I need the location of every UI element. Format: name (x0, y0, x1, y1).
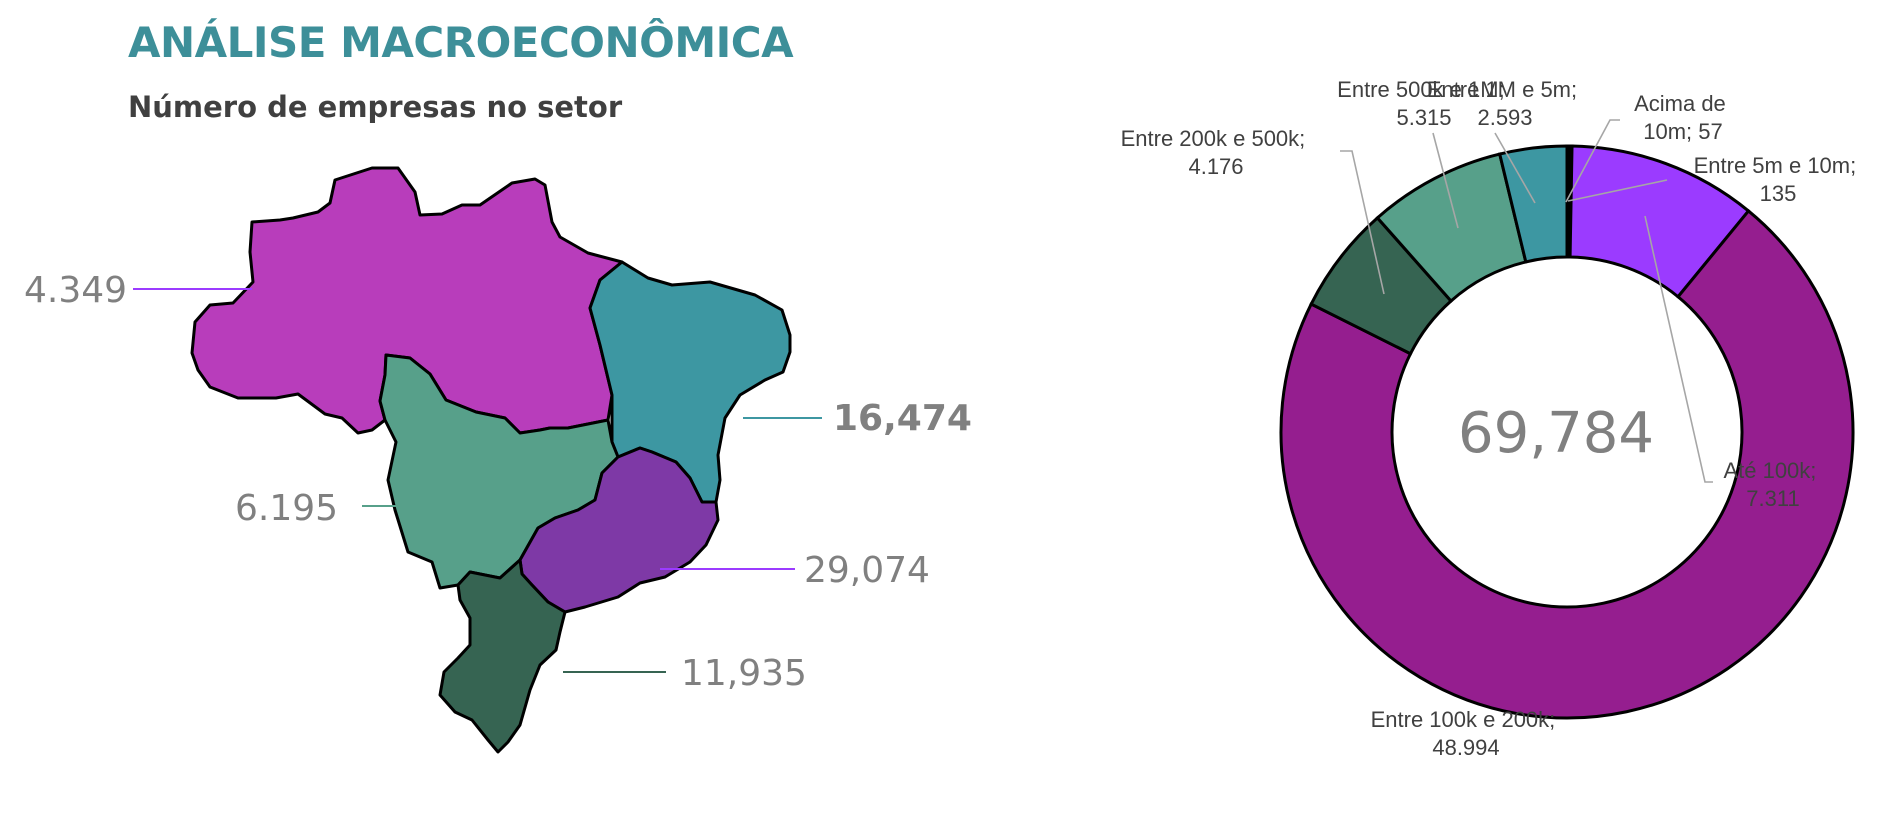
donut-chart (1279, 144, 1855, 720)
slice-label-acima-10m: Acima de 10m; 57 (1634, 91, 1732, 144)
map-region-sul[interactable] (438, 558, 567, 754)
map-labels: 4.349 16,474 6.195 29,074 11,935 (24, 270, 972, 694)
donut-slice-entre-100k-e-200k[interactable] (1279, 208, 1855, 720)
donut-total-label: 69,784 (1458, 401, 1654, 466)
leader-line-1m-5m (1494, 132, 1536, 204)
slice-label-500k-1m: Entre 500k e 1M; 5.315 (1337, 77, 1511, 130)
page-subtitle: Número de empresas no setor (128, 90, 623, 124)
map-value-sul: 11,935 (681, 653, 807, 694)
donut-leader-lines (1340, 119, 1713, 483)
donut-labels: Acima de 10m; 57 Entre 5m e 10m; 135 Até… (1121, 77, 1863, 760)
page-title: ANÁLISE MACROECONÔMICA (128, 18, 794, 67)
brazil-map (190, 166, 792, 754)
leader-line-500k-1m (1432, 132, 1459, 229)
slice-label-100k-200k: Entre 100k e 200k; 48.994 (1371, 707, 1562, 760)
leader-line-5m-10m (1567, 179, 1668, 202)
leader-line-acima-10m (1565, 119, 1620, 203)
map-value-nordeste: 16,474 (833, 398, 972, 439)
leader-line-ate-100k (1644, 215, 1713, 483)
slice-label-1m-5m: Entre 1M e 5m; 2.593 (1427, 77, 1584, 130)
slice-label-200k-500k: Entre 200k e 500k; 4.176 (1121, 126, 1312, 179)
map-value-centro-oeste: 6.195 (235, 488, 338, 529)
slice-label-5m-10m: Entre 5m e 10m; 135 (1694, 153, 1863, 206)
map-region-nordeste[interactable] (588, 260, 792, 504)
slice-label-ate-100k: Até 100k; 7.311 (1723, 458, 1822, 511)
map-value-sudeste: 29,074 (804, 550, 930, 591)
map-value-norte: 4.349 (24, 270, 127, 311)
leader-line-200k-500k (1340, 150, 1385, 295)
